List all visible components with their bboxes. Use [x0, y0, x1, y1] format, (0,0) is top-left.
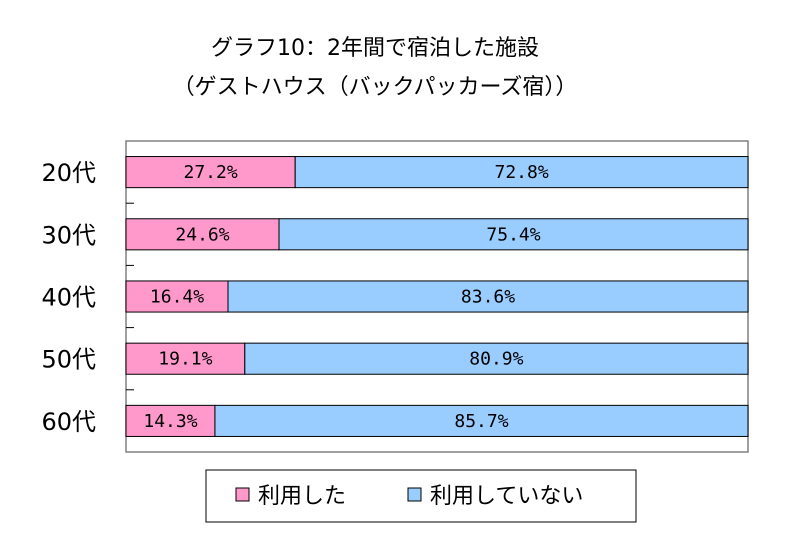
bar-not-used — [214, 404, 749, 437]
bar-not-used — [278, 218, 749, 251]
data-label: 83.6% — [461, 287, 515, 308]
data-label: 19.1% — [158, 349, 212, 370]
legend-label: 利用していない — [430, 484, 583, 509]
data-label: 14.3% — [143, 411, 197, 432]
data-label: 16.4% — [150, 287, 204, 308]
legend-swatch — [235, 487, 250, 502]
category-label: 40代 — [41, 284, 96, 312]
data-label: 80.9% — [469, 349, 523, 370]
legend: 利用した 利用していない — [205, 469, 637, 523]
chart-title-line-1: グラフ10：2年間で宿泊した施設 — [211, 36, 539, 61]
bar-used — [125, 404, 216, 437]
category-label: 20代 — [41, 159, 96, 187]
category-label: 50代 — [41, 346, 96, 374]
data-label: 24.6% — [175, 224, 229, 245]
category-label: 30代 — [41, 221, 96, 249]
bar-used — [125, 156, 296, 189]
legend-label: 利用した — [258, 484, 346, 509]
plot-area: 20代 27.2% 72.8% 30代 24.6% 75.4% 40代 16.4% 83.6% 5… — [41, 140, 749, 453]
data-label: 72.8% — [494, 162, 548, 183]
data-label: 85.7% — [454, 411, 508, 432]
bar-not-used — [294, 156, 749, 189]
data-label: 75.4% — [486, 224, 540, 245]
legend-swatch — [407, 487, 422, 502]
bar-used — [125, 280, 229, 313]
bar-not-used — [227, 280, 749, 313]
bar-not-used — [244, 342, 749, 375]
category-label: 60代 — [41, 408, 96, 436]
data-label: 27.2% — [183, 162, 237, 183]
chart-title: グラフ10：2年間で宿泊した施設 （ゲストハウス（バックパッカーズ宿）） — [173, 36, 578, 100]
chart-title-line-2: （ゲストハウス（バックパッカーズ宿）） — [173, 75, 578, 100]
bar-used — [125, 218, 280, 251]
